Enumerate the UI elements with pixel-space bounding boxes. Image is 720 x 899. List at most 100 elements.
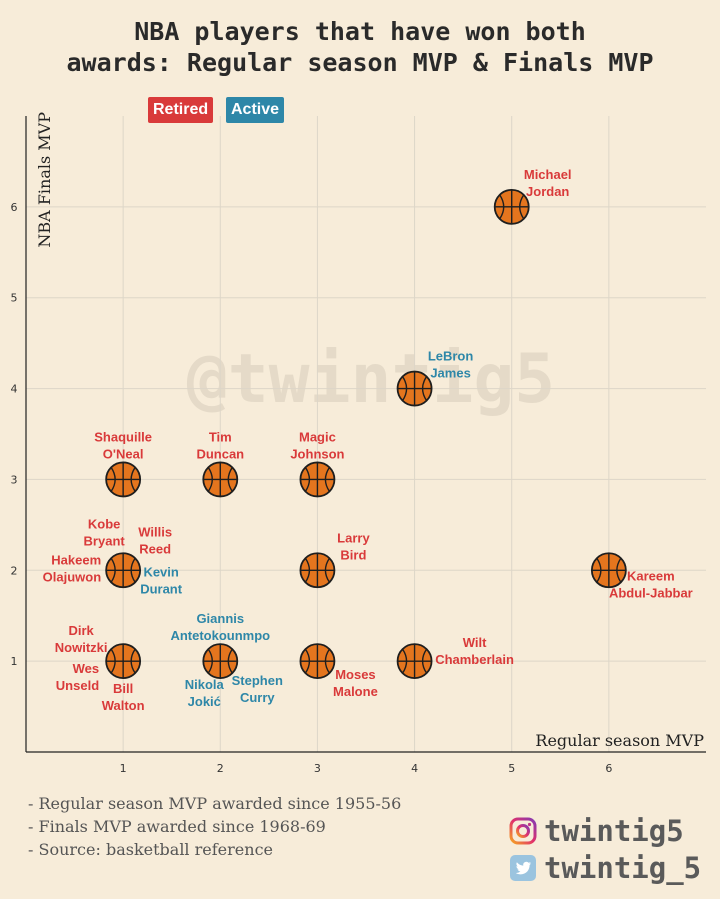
player-label-line: Reed [139,541,171,556]
watermark: @twintig5 [187,340,555,419]
player-label-line: Chamberlain [435,652,514,667]
player-label: Hakeem Olajuwon [43,552,102,584]
basketball-marker [396,643,433,680]
player-label-line: Wilt [463,635,487,650]
basketball-marker [396,370,433,407]
chart-title-line-1: NBA players that have won both [134,17,586,46]
player-label-line: Stephen [232,673,283,688]
player-label: Giannis Antetokounmpo [170,611,270,643]
player-label: Magic Johnson [290,429,344,461]
footnote: - Regular season MVP awarded since 1955-… [28,794,402,813]
player-label: Shaquille O'Neal [94,429,152,461]
player-label: Tim Duncan [196,429,244,461]
player-label-line: Magic [299,429,336,444]
player-label: LeBron James [428,349,474,381]
player-label: Wes Unseld [56,661,99,693]
y-tick-label: 6 [11,201,18,214]
player-label-line: Duncan [196,446,244,461]
x-tick-label: 1 [120,762,127,775]
player-label: Larry Bird [337,530,370,562]
player-label: Bill Walton [102,681,145,713]
player-label-line: Walton [102,698,145,713]
player-label-line: Bill [113,681,133,696]
footnotes: - Regular season MVP awarded since 1955-… [28,792,401,861]
player-label-line: Hakeem [51,552,101,567]
player-label-line: Giannis [196,611,244,626]
twitter-handle[interactable]: twintig_5 [544,851,702,885]
chart-title-line-2: awards: Regular season MVP & Finals MVP [66,48,654,77]
player-label-line: Bryant [84,533,126,548]
player-label-line: Bird [340,547,366,562]
basketball-marker [299,552,336,589]
scatter-chart: @twintig5 1 2 3 4 5 6 1 2 3 4 5 6 Regular season MVP N… [11,112,706,775]
player-label-line: Durant [140,581,183,596]
x-tick-label: 4 [411,762,418,775]
twitter-handle-row: twintig_5 [508,850,701,886]
instagram-icon [508,816,538,846]
x-tick-label: 2 [217,762,224,775]
player-label: Kobe Bryant [84,516,126,548]
y-axis-label: NBA Finals MVP [35,112,54,248]
player-label: Dirk Nowitzki [55,623,108,655]
player-label-line: Tim [209,429,232,444]
player-label-line: Willis [138,524,172,539]
player-label-line: Nowitzki [55,640,108,655]
basketball-marker [105,552,142,589]
footnote: - Finals MVP awarded since 1968-69 [28,817,326,836]
x-tick-label: 3 [314,762,321,775]
player-label: Kevin Durant [140,564,183,596]
basketball-marker [493,188,530,225]
basketball-marker [299,643,336,680]
basketball-marker [590,552,627,589]
y-tick-label: 2 [11,564,18,577]
twitter-icon [508,853,538,883]
legend-active: Active [226,97,285,123]
instagram-handle-row: twintig5 [508,813,684,849]
y-tick-label: 5 [11,292,18,305]
y-tick-label: 3 [11,473,18,486]
x-tick-label: 5 [508,762,515,775]
chart-title: NBA players that have won both awards: R… [0,16,720,78]
player-label-line: LeBron [428,349,474,364]
player-label-line: Kareem [627,568,675,583]
player-label-line: Kobe [88,516,121,531]
player-label-line: James [430,366,470,381]
player-label-line: Olajuwon [43,569,102,584]
player-label-line: Antetokounmpo [170,628,270,643]
player-label-line: O'Neal [103,446,144,461]
player-label-line: Malone [333,684,378,699]
player-label-line: Shaquille [94,429,152,444]
player-label: Willis Reed [138,524,172,556]
player-label: Moses Malone [333,667,378,699]
player-label-line: Unseld [56,678,99,693]
player-label-line: Johnson [290,446,344,461]
instagram-handle[interactable]: twintig5 [544,814,684,848]
player-label-line: Abdul-Jabbar [609,585,693,600]
player-label-line: Michael [524,167,572,182]
footnote: - Source: basketball reference [28,840,273,859]
player-label-line: Dirk [68,623,94,638]
player-label: Michael Jordan [524,167,572,199]
player-label-line: Kevin [143,564,178,579]
player-label: Stephen Curry [232,673,283,705]
player-label: Kareem Abdul-Jabbar [609,568,693,600]
player-label-line: Jordan [526,184,569,199]
y-tick-label: 1 [11,655,18,668]
x-tick-label: 6 [605,762,612,775]
basketball-marker [202,461,239,498]
legend-retired: Retired [148,97,214,123]
player-label-line: Curry [240,690,275,705]
basketball-marker [105,461,142,498]
basketball-marker [202,643,239,680]
player-label-line: Moses [335,667,375,682]
player-label: Nikola Jokić [185,677,225,709]
player-label-line: Nikola [185,677,225,692]
player-label-line: Wes [73,661,100,676]
basketball-marker [105,643,142,680]
basketball-marker [299,461,336,498]
player-label: Wilt Chamberlain [435,635,514,667]
player-label-line: Larry [337,530,370,545]
y-tick-label: 4 [11,383,18,396]
x-axis-label: Regular season MVP [535,731,704,750]
player-label-line: Jokić [188,694,221,709]
